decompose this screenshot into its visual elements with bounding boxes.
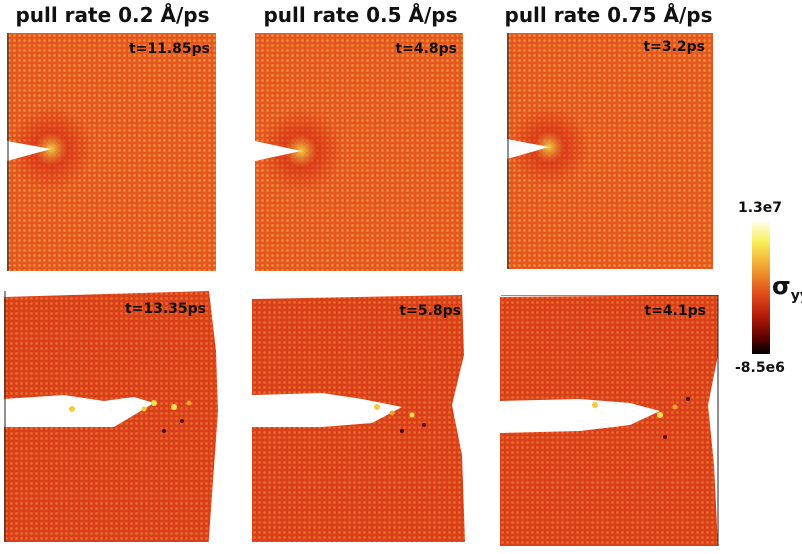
lattice-image xyxy=(4,291,218,542)
time-label: t=3.2ps xyxy=(643,39,705,55)
time-label: t=11.85ps xyxy=(128,41,210,57)
column-title-rate-0.75: pull rate 0.75 Å/ps xyxy=(504,3,713,27)
colorbar xyxy=(752,222,770,354)
lattice-image xyxy=(507,33,713,269)
colorbar-min-label: -8.5e6 xyxy=(735,360,785,376)
column-title-rate-0.5: pull rate 0.5 Å/ps xyxy=(263,3,458,27)
time-label: t=4.8ps xyxy=(395,41,457,57)
column-title-rate-0.2: pull rate 0.2 Å/ps xyxy=(15,3,210,27)
panel-bottom-rate-0.75: t=4.1ps xyxy=(500,295,720,546)
time-label: t=4.1ps xyxy=(644,303,706,319)
colorbar-quantity-label: σyy xyxy=(772,272,802,304)
sigma-symbol: σ xyxy=(772,272,791,300)
time-label: t=13.35ps xyxy=(124,301,206,317)
panel-bottom-rate-0.5: t=5.8ps xyxy=(252,295,467,542)
panel-top-rate-0.2: t=11.85ps xyxy=(7,33,216,271)
colorbar-max-label: 1.3e7 xyxy=(738,200,783,216)
panel-bottom-rate-0.2: t=13.35ps xyxy=(4,291,220,542)
sigma-subscript: yy xyxy=(790,287,802,304)
lattice-image xyxy=(500,295,719,546)
lattice-image xyxy=(7,33,216,271)
panel-top-rate-0.75: t=3.2ps xyxy=(507,33,713,269)
lattice-image xyxy=(252,295,465,542)
panel-top-rate-0.5: t=4.8ps xyxy=(255,33,463,271)
lattice-image xyxy=(255,33,463,271)
time-label: t=5.8ps xyxy=(399,303,461,319)
